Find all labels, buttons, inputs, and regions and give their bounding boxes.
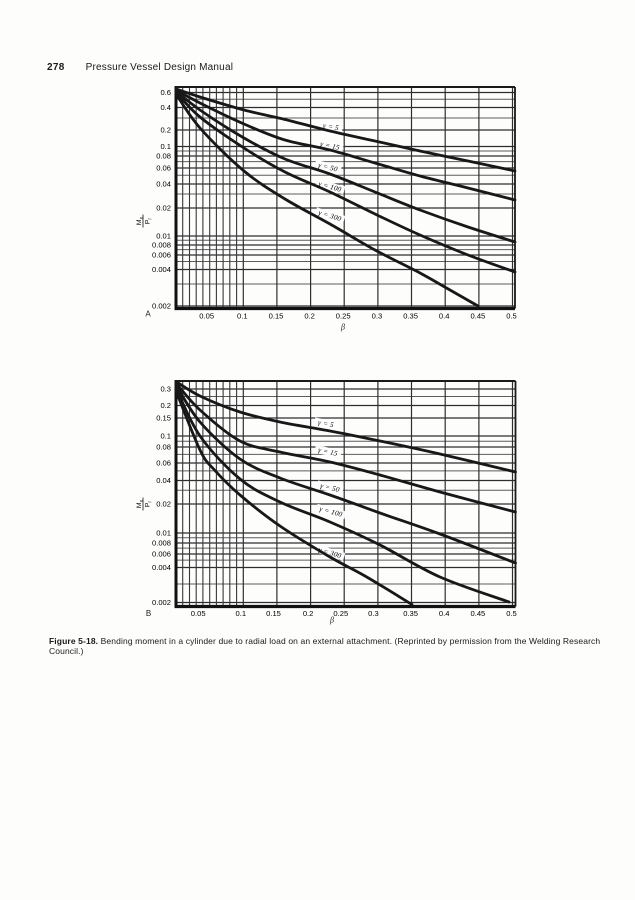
svg-text:0.01: 0.01 bbox=[156, 232, 171, 241]
svg-text:0.1: 0.1 bbox=[160, 142, 171, 151]
svg-text:0.25: 0.25 bbox=[333, 609, 348, 618]
svg-text:0.05: 0.05 bbox=[191, 609, 206, 618]
svg-text:β: β bbox=[340, 323, 345, 332]
svg-text:γ = 300: γ = 300 bbox=[317, 209, 342, 224]
svg-text:γ = 5: γ = 5 bbox=[317, 419, 334, 430]
svg-text:0.006: 0.006 bbox=[152, 550, 171, 559]
svg-text:0.006: 0.006 bbox=[152, 251, 171, 260]
svg-text:0.002: 0.002 bbox=[152, 302, 171, 311]
svg-text:0.35: 0.35 bbox=[403, 609, 418, 618]
svg-text:0.3: 0.3 bbox=[368, 609, 379, 618]
svg-text:γ = 100: γ = 100 bbox=[319, 505, 344, 519]
svg-text:0.5: 0.5 bbox=[506, 312, 517, 321]
svg-text:0.1: 0.1 bbox=[236, 609, 247, 618]
svg-text:0.4: 0.4 bbox=[160, 103, 171, 112]
svg-text:0.08: 0.08 bbox=[156, 152, 171, 161]
svg-text:0.008: 0.008 bbox=[152, 539, 171, 548]
svg-text:Mx: Mx bbox=[136, 499, 145, 508]
svg-text:0.15: 0.15 bbox=[269, 312, 284, 321]
svg-text:γ = 5: γ = 5 bbox=[322, 122, 339, 133]
svg-text:0.1: 0.1 bbox=[237, 312, 248, 321]
svg-text:0.004: 0.004 bbox=[152, 563, 171, 572]
svg-text:0.2: 0.2 bbox=[160, 126, 171, 135]
svg-text:0.35: 0.35 bbox=[403, 312, 418, 321]
svg-text:0.04: 0.04 bbox=[156, 180, 171, 189]
svg-text:β: β bbox=[329, 616, 334, 625]
svg-text:Mx: Mx bbox=[136, 216, 145, 225]
svg-text:0.04: 0.04 bbox=[156, 476, 171, 485]
svg-text:Pr: Pr bbox=[145, 501, 154, 508]
svg-text:0.1: 0.1 bbox=[160, 432, 171, 441]
svg-text:0.45: 0.45 bbox=[471, 312, 486, 321]
svg-text:0.3: 0.3 bbox=[372, 312, 383, 321]
svg-text:0.45: 0.45 bbox=[471, 609, 486, 618]
svg-text:0.06: 0.06 bbox=[156, 164, 171, 173]
svg-text:0.4: 0.4 bbox=[439, 609, 450, 618]
svg-text:0.002: 0.002 bbox=[152, 598, 171, 607]
svg-text:0.02: 0.02 bbox=[156, 204, 171, 213]
svg-text:0.15: 0.15 bbox=[266, 609, 281, 618]
svg-text:0.02: 0.02 bbox=[156, 500, 171, 509]
svg-text:γ = 15: γ = 15 bbox=[319, 140, 340, 152]
svg-text:Pr: Pr bbox=[145, 218, 154, 225]
svg-text:B: B bbox=[146, 609, 151, 618]
svg-text:0.3: 0.3 bbox=[160, 385, 171, 394]
svg-text:0.4: 0.4 bbox=[439, 312, 450, 321]
svg-text:0.15: 0.15 bbox=[156, 414, 171, 423]
svg-text:0.008: 0.008 bbox=[152, 241, 171, 250]
svg-text:0.5: 0.5 bbox=[506, 609, 517, 618]
svg-text:0.06: 0.06 bbox=[156, 459, 171, 468]
svg-text:0.08: 0.08 bbox=[156, 443, 171, 452]
svg-text:0.05: 0.05 bbox=[199, 312, 214, 321]
svg-text:A: A bbox=[145, 310, 151, 319]
svg-text:0.2: 0.2 bbox=[304, 312, 315, 321]
svg-text:γ = 15: γ = 15 bbox=[317, 446, 338, 458]
svg-text:0.25: 0.25 bbox=[336, 312, 351, 321]
svg-text:0.2: 0.2 bbox=[160, 401, 171, 410]
svg-text:0.01: 0.01 bbox=[156, 529, 171, 538]
svg-text:0.2: 0.2 bbox=[303, 609, 314, 618]
svg-text:0.004: 0.004 bbox=[152, 265, 171, 274]
svg-text:0.6: 0.6 bbox=[160, 88, 171, 97]
